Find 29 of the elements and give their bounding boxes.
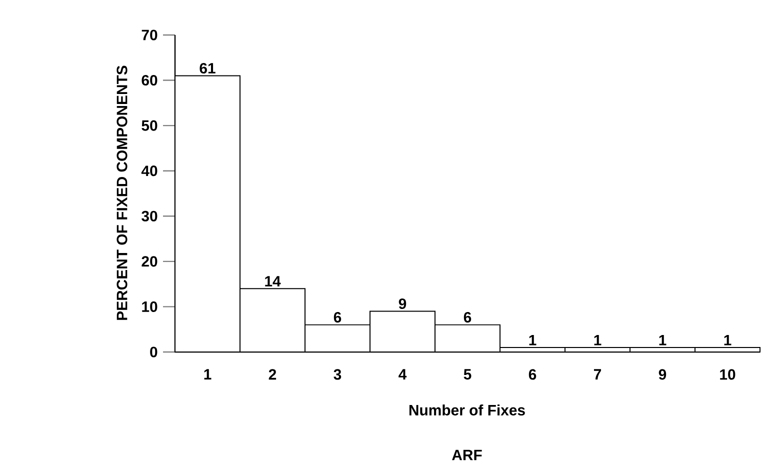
x-tick-label: 1 [204,369,212,380]
data-label: 1 [724,334,732,346]
y-axis-title: PERCENT OF FIXED COMPONENTS [116,66,128,320]
data-label: 1 [659,334,666,346]
y-tick-label: 70 [142,30,158,40]
x-axis-title: Number of Fixes [409,404,525,416]
x-tick-label: 6 [528,369,536,380]
text: ARF [452,450,482,460]
data-label: 61 [200,62,216,74]
data-label: 1 [594,334,602,346]
y-tick-label: 40 [141,166,158,176]
x-tick-label: 9 [658,369,666,380]
data-label: 1 [529,334,536,346]
x-tick-label: 10 [720,369,736,380]
data-label: 9 [398,298,406,310]
y-tick-label: 0 [150,346,158,358]
y-tick-label: 30 [142,210,158,222]
y-tick-label: 10 [142,301,158,312]
x-tick-label: 7 [594,369,602,380]
data-label: 6 [334,312,342,323]
x-tick-label: 2 [268,369,276,380]
y-tick-label: 50 [142,120,158,131]
x-tick-label: 5 [464,369,472,380]
x-tick-label: 4 [398,369,407,380]
data-label: 6 [464,312,472,323]
data-label: 14 [265,276,281,286]
y-tick-label: 20 [142,256,158,267]
y-tick-label: 60 [142,74,158,86]
x-tick-label: 3 [334,369,342,380]
